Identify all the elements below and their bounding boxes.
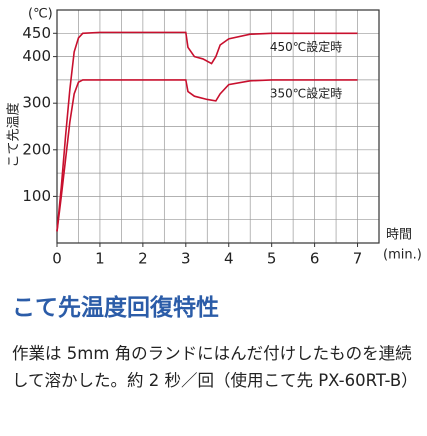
x-tick-label: 0: [52, 250, 62, 268]
x-tick-label: 2: [138, 250, 148, 268]
line: [56, 31, 358, 232]
x-tick-label: 1: [95, 250, 105, 268]
line: [56, 79, 358, 232]
y-tick-label: 300: [22, 94, 51, 112]
y-tick-label: 100: [22, 187, 51, 205]
x-label: 時間: [386, 228, 412, 243]
x-unit: (min.): [383, 248, 422, 263]
caption-title: こて先温度回復特性: [12, 295, 219, 321]
series-label: 350℃設定時: [270, 85, 342, 100]
x-tick-label: 5: [267, 250, 277, 268]
x-tick-label: 7: [353, 250, 363, 268]
y-label: こて先温度: [6, 102, 22, 167]
y-unit: (℃): [28, 7, 53, 22]
x-tick-label: 4: [224, 250, 234, 268]
chart: (℃) こて先温度 時間 (min.) 100 200 300 400 450 0 1 2 3 4…: [6, 7, 422, 268]
caption-text: 作業は 5mm 角のランドにはんだ付けしたものを連続して溶かした。約 2 秒／回…: [12, 344, 418, 390]
x-tick-label: 3: [181, 250, 191, 268]
series-label: 450℃設定時: [270, 39, 342, 54]
x-tick-label: 6: [310, 250, 320, 268]
y-tick-label: 400: [22, 47, 51, 65]
y-tick-label: 450: [22, 24, 51, 42]
plot-frame: [56, 9, 380, 244]
y-tick-label: 200: [22, 140, 51, 158]
